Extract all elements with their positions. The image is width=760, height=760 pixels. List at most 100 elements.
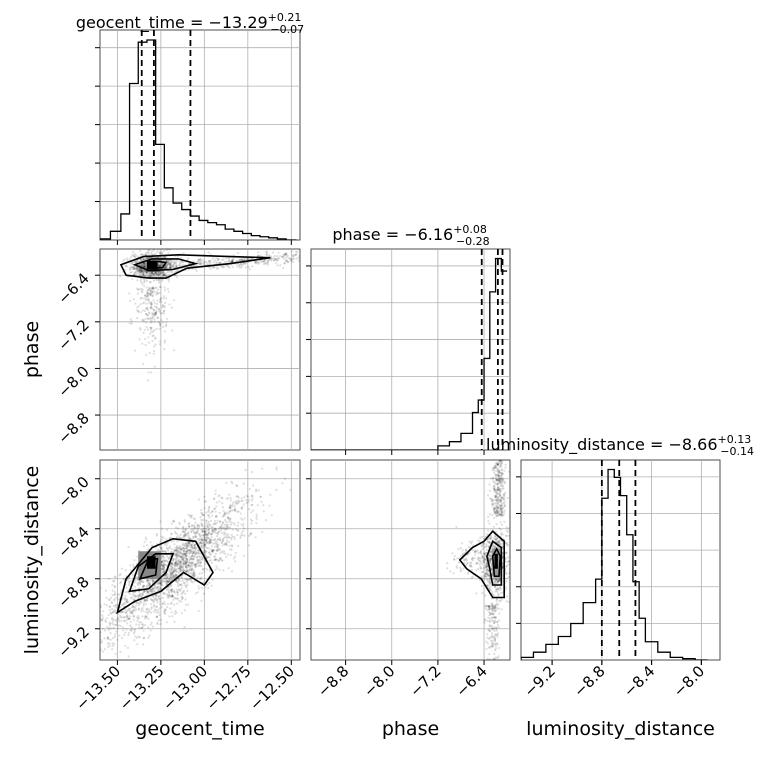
sample-point: [162, 592, 165, 595]
sample-point: [497, 462, 500, 465]
sample-point: [141, 269, 144, 272]
sample-point: [147, 297, 150, 300]
sample-point: [147, 271, 151, 274]
sample-point: [160, 548, 163, 551]
sample-point: [132, 606, 135, 609]
sample-point: [493, 506, 496, 510]
sample-point: [219, 526, 222, 529]
sample-point: [169, 576, 173, 579]
sample-point: [228, 260, 231, 263]
sample-point: [131, 610, 134, 613]
sample-point: [183, 520, 186, 524]
sample-point: [162, 562, 165, 565]
sample-point: [168, 263, 171, 266]
sample-point: [489, 559, 492, 562]
sample-point: [489, 550, 492, 554]
sample-point: [496, 588, 500, 591]
sample-point: [240, 258, 243, 261]
sample-point: [160, 259, 163, 262]
sample-point: [163, 286, 166, 289]
sample-point: [294, 253, 297, 256]
sample-point: [488, 541, 491, 545]
sample-point: [170, 261, 173, 264]
sample-point: [177, 534, 180, 538]
sample-point: [183, 562, 186, 565]
sample-point: [136, 270, 139, 273]
sample-point: [508, 571, 510, 574]
sample-point: [145, 286, 148, 289]
sample-point: [172, 263, 176, 266]
sample-point: [153, 329, 156, 332]
sample-point: [500, 457, 502, 459]
sample-point: [486, 619, 489, 622]
sample-point: [297, 259, 300, 262]
sample-point: [203, 530, 206, 533]
sample-point: [149, 307, 152, 310]
sample-point: [160, 312, 163, 315]
sample-point: [158, 614, 161, 617]
sample-point: [170, 595, 173, 598]
sample-point: [166, 596, 170, 599]
sample-point: [226, 516, 229, 519]
sample-point: [91, 627, 93, 629]
sample-point: [192, 554, 195, 558]
sample-point: [214, 540, 218, 543]
sample-point: [128, 592, 132, 595]
sample-point: [136, 271, 139, 274]
sample-point: [210, 533, 213, 536]
sample-point: [187, 535, 190, 539]
sample-point: [488, 605, 491, 608]
sample-point: [481, 548, 484, 551]
sample-point: [153, 597, 156, 601]
sample-point: [140, 271, 143, 274]
sample-point: [116, 627, 119, 630]
density-bin: [146, 556, 156, 569]
sample-point: [171, 595, 174, 598]
sample-point: [167, 263, 170, 266]
sample-point: [186, 558, 189, 562]
sample-point: [191, 561, 194, 564]
sample-point: [211, 548, 214, 552]
sample-point: [234, 560, 237, 563]
sample-point: [200, 528, 203, 531]
sample-point: [171, 595, 175, 599]
sample-point: [181, 566, 184, 569]
sample-point: [247, 265, 250, 268]
sample-point: [467, 553, 470, 556]
sample-point: [215, 262, 218, 265]
sample-point: [182, 547, 185, 550]
sample-point: [481, 592, 484, 595]
density-bin: [146, 260, 158, 270]
sample-point: [509, 515, 510, 518]
sample-point: [127, 655, 130, 658]
histogram-luminosity_distance: [521, 468, 708, 660]
sample-point: [126, 646, 130, 650]
sample-point: [151, 578, 154, 581]
sample-point: [165, 577, 168, 580]
sample-point: [115, 603, 118, 607]
sample-point: [492, 661, 494, 663]
sample-point: [153, 273, 156, 276]
sample-point: [503, 493, 506, 496]
sample-point: [182, 526, 185, 529]
sample-point: [143, 265, 146, 268]
sample-point: [500, 672, 502, 674]
sample-point: [178, 561, 181, 564]
sample-point: [156, 299, 159, 302]
sample-point: [180, 583, 183, 586]
sample-point: [204, 549, 207, 553]
sample-point: [125, 598, 128, 601]
sample-point: [484, 594, 487, 597]
sample-point: [121, 637, 124, 640]
sample-point: [175, 574, 178, 577]
sample-point: [163, 273, 166, 276]
sample-point: [498, 578, 501, 582]
sample-point: [229, 548, 232, 551]
sample-point: [168, 303, 171, 306]
sample-point: [157, 587, 160, 590]
sample-point: [251, 470, 254, 474]
sample-point: [210, 545, 213, 548]
sample-point: [215, 501, 218, 504]
sample-point: [114, 606, 118, 609]
sample-point: [155, 272, 158, 275]
